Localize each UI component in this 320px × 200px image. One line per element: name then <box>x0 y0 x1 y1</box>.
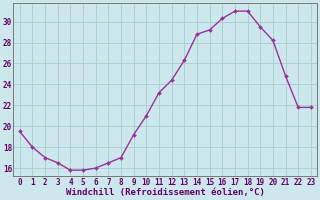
X-axis label: Windchill (Refroidissement éolien,°C): Windchill (Refroidissement éolien,°C) <box>66 188 265 197</box>
